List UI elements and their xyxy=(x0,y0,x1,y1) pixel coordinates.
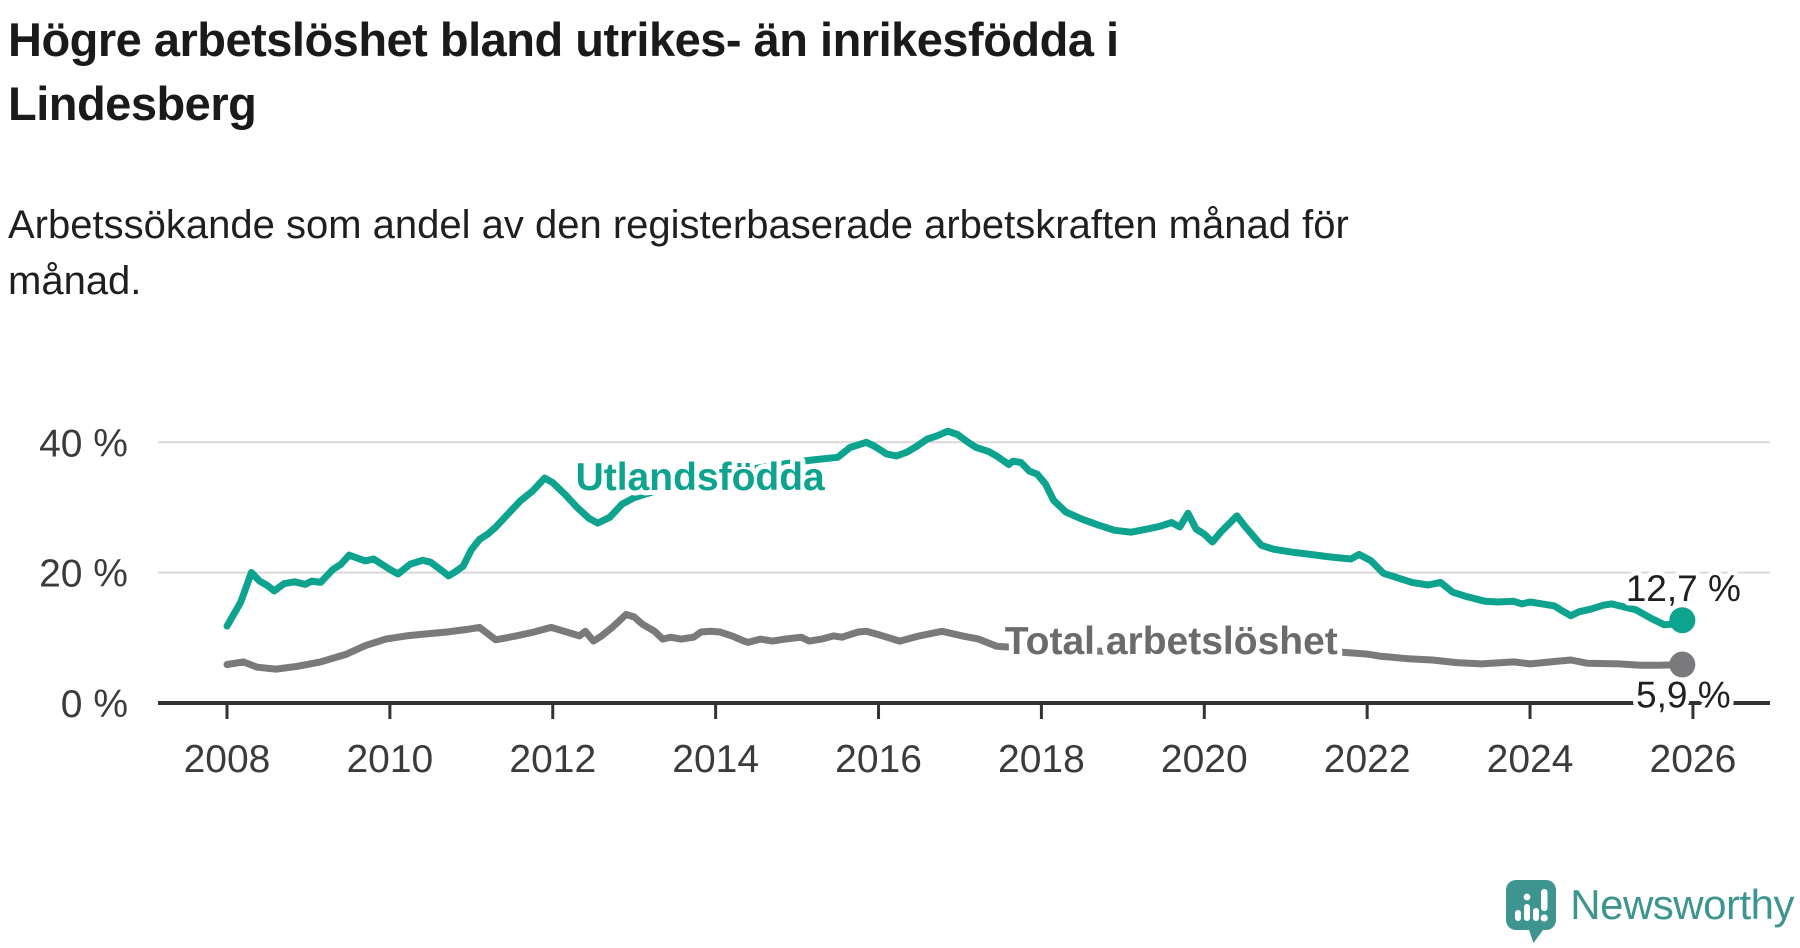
series-end-dot-utlandsfodda xyxy=(1669,607,1696,634)
x-tick-label-2026: 2026 xyxy=(1650,738,1737,781)
series-label-total: Total arbetslöshet xyxy=(1005,620,1338,663)
series-end-dot-total xyxy=(1669,651,1696,678)
series-end-value-utlandsfodda: 12,7 % xyxy=(1626,568,1741,609)
x-tick-label-2008: 2008 xyxy=(184,738,271,781)
logo-bar-chart-icon xyxy=(1515,893,1540,921)
page-subtitle: Arbetssökande som andel av den registerb… xyxy=(8,197,1488,309)
x-tick-label-2018: 2018 xyxy=(998,738,1085,781)
x-tick-label-2016: 2016 xyxy=(835,738,922,781)
page-title-line2: Lindesberg xyxy=(8,77,257,130)
x-tick-label-2024: 2024 xyxy=(1487,738,1574,781)
page-subtitle-line2: månad. xyxy=(8,259,142,303)
logo-exclamation-icon xyxy=(1540,889,1549,922)
x-tick-label-2014: 2014 xyxy=(672,738,759,781)
x-tick-label-2020: 2020 xyxy=(1161,738,1248,781)
y-tick-label-20: 20 % xyxy=(39,553,128,596)
series-label-utlandsfodda: Utlandsfödda xyxy=(576,456,825,499)
page-title-line1: Högre arbetslöshet bland utrikes- än inr… xyxy=(8,13,1119,66)
series-line-total xyxy=(223,610,1686,673)
series-end-value-total: 5,9 % xyxy=(1636,675,1731,716)
page-title: Högre arbetslöshet bland utrikes- än inr… xyxy=(8,8,1408,136)
chart-plot-area: 0 % 20 % 40 % 2008 2010 2012 2014 2016 2018 2020 2… xyxy=(39,422,1770,781)
x-tick-label-2012: 2012 xyxy=(509,738,596,781)
series-line-utlandsfodda xyxy=(223,427,1686,630)
page-subtitle-line1: Arbetssökande som andel av den registerb… xyxy=(8,203,1349,247)
y-tick-label-0: 0 % xyxy=(61,683,128,726)
newsworthy-logo-icon xyxy=(1506,880,1557,943)
newsworthy-logo-text: Newsworthy xyxy=(1570,881,1794,928)
x-tick-label-2022: 2022 xyxy=(1324,738,1411,781)
newsworthy-logo: Newsworthy xyxy=(1505,879,1794,945)
x-tick-label-2010: 2010 xyxy=(346,738,433,781)
y-tick-label-40: 40 % xyxy=(39,422,128,465)
